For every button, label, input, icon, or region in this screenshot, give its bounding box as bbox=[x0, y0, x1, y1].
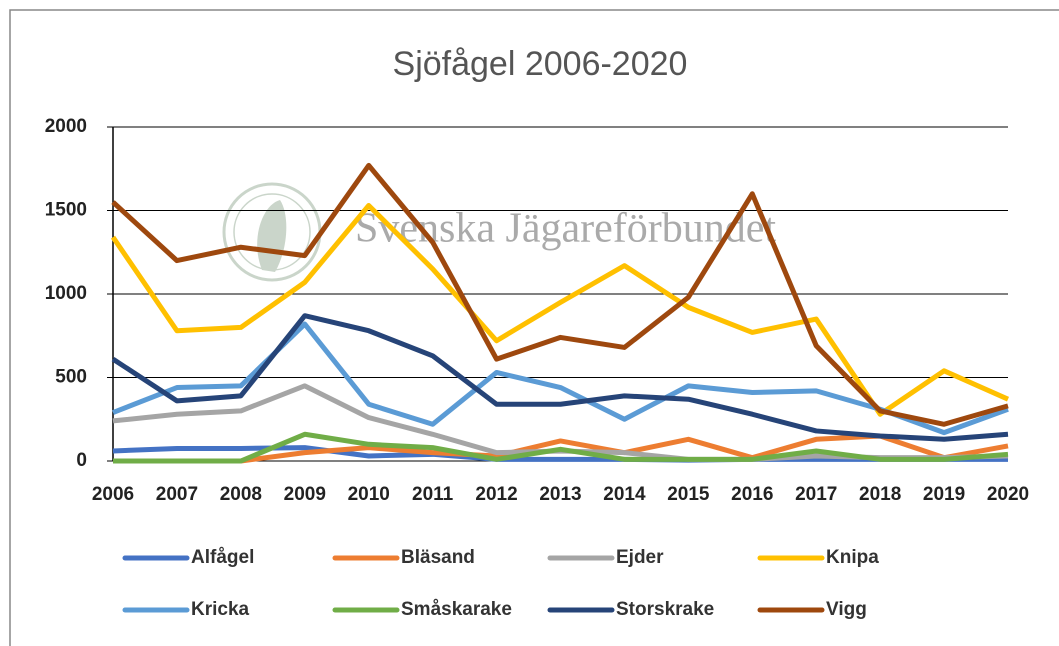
series-line bbox=[113, 433, 1009, 464]
y-tick-label: 0 bbox=[76, 450, 87, 471]
x-tick-label: 2012 bbox=[475, 484, 517, 505]
x-tick-label: 2015 bbox=[667, 484, 710, 505]
y-tick-label: 1000 bbox=[45, 283, 87, 304]
legend-label: Kricka bbox=[191, 599, 250, 620]
x-tick-label: 2017 bbox=[795, 484, 837, 505]
chart-title: Sjöfågel 2006-2020 bbox=[393, 45, 688, 83]
x-tick-label: 2019 bbox=[923, 484, 965, 505]
series-line bbox=[111, 313, 1009, 442]
watermark-text: Svenska Jägareförbundet bbox=[355, 206, 776, 252]
legend-label: Ejder bbox=[616, 547, 664, 568]
x-tick-label: 2020 bbox=[987, 484, 1029, 505]
series-line bbox=[113, 431, 1009, 464]
x-tick-label: 2016 bbox=[731, 484, 773, 505]
x-tick-label: 2011 bbox=[412, 484, 454, 505]
x-tick-label: 2007 bbox=[156, 484, 198, 505]
x-tick-label: 2014 bbox=[603, 484, 646, 505]
y-tick-label: 1500 bbox=[45, 200, 87, 221]
y-tick-label: 2000 bbox=[45, 116, 87, 137]
x-tick-label: 2008 bbox=[220, 484, 262, 505]
x-tick-label: 2006 bbox=[92, 484, 134, 505]
chart-frame bbox=[9, 9, 1059, 646]
x-tick-label: 2013 bbox=[539, 484, 581, 505]
x-tick-label: 2010 bbox=[348, 484, 390, 505]
x-tick-label: 2009 bbox=[284, 484, 326, 505]
legend-label: Bläsand bbox=[401, 547, 475, 568]
legend-label: Småskarake bbox=[401, 599, 512, 620]
series-line bbox=[110, 202, 1010, 417]
x-tick-label: 2018 bbox=[859, 484, 901, 505]
series-line bbox=[111, 162, 1009, 427]
legend-label: Vigg bbox=[826, 599, 867, 620]
y-tick-label: 500 bbox=[55, 367, 87, 388]
legend-label: Knipa bbox=[826, 547, 879, 568]
legend-label: Alfågel bbox=[191, 547, 254, 568]
legend-label: Storskrake bbox=[616, 599, 714, 620]
